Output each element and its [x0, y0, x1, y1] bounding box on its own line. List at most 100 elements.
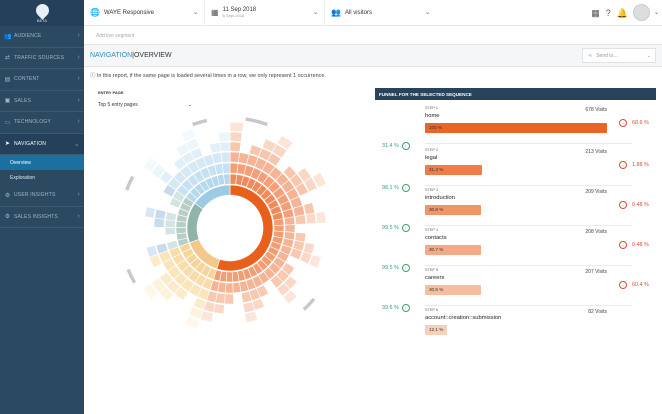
- conversion-rate[interactable]: 39.6 % ↓: [382, 304, 410, 312]
- step-bar[interactable]: 30.5 %: [425, 285, 481, 295]
- sunburst-segment[interactable]: [271, 143, 288, 159]
- sunburst-segment[interactable]: [224, 293, 235, 305]
- entry-page-select[interactable]: Top 5 entry pages ⌄: [98, 99, 192, 110]
- sunburst-segment[interactable]: [191, 118, 208, 127]
- sunburst-segment[interactable]: [303, 202, 316, 215]
- sunburst-segment[interactable]: [229, 131, 243, 143]
- sunburst-segment[interactable]: [184, 315, 201, 330]
- sidebar-item-technology[interactable]: ▭ TECHNOLOGY ›: [0, 112, 84, 134]
- sunburst-segment[interactable]: [185, 137, 200, 152]
- sunburst-segment[interactable]: [192, 297, 207, 311]
- sunburst-segment[interactable]: [294, 214, 307, 225]
- step-bar[interactable]: 100 %: [425, 123, 607, 133]
- sidebar-item-content[interactable]: ▤ CONTENT ›: [0, 69, 84, 91]
- sidebar-item-traffic-sources[interactable]: ⇄ TRAFFIC SOURCES ›: [0, 48, 84, 69]
- exit-rate[interactable]: → 1.88 %: [619, 161, 649, 169]
- sidebar-item-sales-insights[interactable]: ⚙ SALES INSIGHTS ›: [0, 207, 84, 228]
- send-to-dropdown[interactable]: ⋖ Send to... ⌄: [582, 48, 656, 63]
- sunburst-segment[interactable]: [276, 134, 294, 151]
- sunburst-segment[interactable]: [229, 141, 242, 152]
- exit-rate[interactable]: → 0.48 %: [619, 201, 649, 209]
- sunburst-segment[interactable]: [175, 227, 187, 235]
- sunburst-segment[interactable]: [221, 162, 231, 174]
- sunburst-segment[interactable]: [269, 274, 284, 289]
- sunburst-segment[interactable]: [276, 282, 291, 297]
- sunburst-segment[interactable]: [209, 142, 222, 154]
- sunburst-segment[interactable]: [189, 147, 204, 161]
- sunburst-segment[interactable]: [229, 151, 240, 163]
- sunburst-segment[interactable]: [303, 176, 318, 193]
- sunburst-segment[interactable]: [188, 306, 204, 320]
- sunburst-segment[interactable]: [159, 271, 174, 287]
- sidebar-item-sales[interactable]: ▣ SALES ›: [0, 91, 84, 112]
- help-icon[interactable]: ?: [605, 8, 611, 18]
- sunburst-segment[interactable]: [301, 296, 317, 312]
- sunburst-segment[interactable]: [312, 171, 327, 189]
- sunburst-segment[interactable]: [218, 131, 231, 142]
- sidebar-item-navigation[interactable]: ➤ NAVIGATION ⌄: [0, 133, 84, 155]
- sunburst-segment[interactable]: [219, 141, 231, 152]
- sunburst-segment[interactable]: [223, 173, 231, 185]
- sunburst-segment[interactable]: [305, 212, 317, 225]
- conversion-rate[interactable]: 98.1 % ↓: [382, 184, 410, 192]
- conversion-rate[interactable]: 31.4 % ↓: [382, 142, 410, 150]
- segment-selector[interactable]: 👥 All visitors ⌄: [324, 0, 436, 26]
- sunburst-segment[interactable]: [240, 290, 253, 304]
- sunburst-segment[interactable]: [283, 216, 296, 226]
- step-bar[interactable]: 31.4 %: [425, 165, 483, 175]
- sunburst-segment[interactable]: [282, 289, 298, 305]
- sunburst-segment[interactable]: [180, 128, 197, 143]
- site-selector[interactable]: 🌐 WAYE Responsive ⌄: [84, 0, 204, 26]
- step-bar[interactable]: 30.8 %: [425, 205, 482, 215]
- sunburst-segment[interactable]: [267, 152, 282, 167]
- chevron-down-icon[interactable]: ⌄: [653, 10, 659, 16]
- sunburst-segment[interactable]: [144, 206, 156, 219]
- sunburst-segment[interactable]: [164, 226, 176, 236]
- sunburst-segment[interactable]: [124, 175, 136, 192]
- sunburst-segment[interactable]: [145, 245, 159, 258]
- sunburst-segment[interactable]: [154, 208, 167, 220]
- conversion-rate[interactable]: 99.5 % ↓: [382, 264, 410, 272]
- sunburst-segment[interactable]: [150, 277, 167, 294]
- sidebar-item-audience[interactable]: 👥 AUDIENCE ›: [0, 26, 84, 48]
- sunburst-segment[interactable]: [299, 251, 313, 265]
- sunburst-segment[interactable]: [142, 156, 159, 173]
- sunburst-segment[interactable]: [165, 211, 178, 222]
- sidebar-sub-item-overview[interactable]: Overview: [0, 155, 84, 170]
- sunburst-segment[interactable]: [220, 151, 231, 163]
- sunburst-segment[interactable]: [273, 224, 285, 232]
- sidebar-item-user-insights[interactable]: ⚙ USER INSIGHTS ›: [0, 185, 84, 207]
- sunburst-segment[interactable]: [229, 121, 244, 133]
- sunburst-segment[interactable]: [244, 310, 258, 323]
- navigation-sunburst[interactable]: [122, 108, 338, 330]
- sunburst-segment[interactable]: [242, 301, 256, 314]
- apps-grid-icon[interactable]: ▦: [591, 8, 600, 18]
- sunburst-segment[interactable]: [155, 242, 169, 255]
- sunburst-segment[interactable]: [284, 224, 296, 233]
- step-bar[interactable]: 12.1 %: [425, 325, 448, 335]
- step-bar[interactable]: 30.7 %: [425, 245, 481, 255]
- sunburst-segment[interactable]: [315, 210, 327, 224]
- notifications-icon[interactable]: 🔔: [616, 8, 628, 18]
- sunburst-segment[interactable]: [289, 247, 303, 261]
- conversion-rate[interactable]: 99.5 % ↓: [382, 224, 410, 232]
- exit-rate[interactable]: → 68.6 %: [619, 119, 649, 127]
- sunburst-segment[interactable]: [225, 282, 234, 294]
- live-segment-input[interactable]: Add live segment: [84, 26, 662, 45]
- sunburst-segment[interactable]: [295, 182, 309, 197]
- sunburst-segment[interactable]: [308, 254, 322, 269]
- sunburst-segment[interactable]: [232, 281, 242, 294]
- sunburst-segment[interactable]: [244, 116, 269, 127]
- sidebar-sub-item-exploration[interactable]: Exploration: [10, 174, 36, 181]
- sunburst-segment[interactable]: [225, 271, 233, 283]
- sunburst-segment[interactable]: [194, 184, 231, 210]
- avatar[interactable]: [633, 4, 650, 21]
- sunburst-segment[interactable]: [150, 163, 166, 179]
- sunburst-segment[interactable]: [166, 240, 179, 251]
- exit-rate[interactable]: → 0.48 %: [619, 241, 649, 249]
- sunburst-segment[interactable]: [159, 170, 174, 185]
- sunburst-segment[interactable]: [125, 268, 137, 285]
- exit-rate[interactable]: → 60.4 %: [619, 281, 649, 289]
- logo[interactable]: BETA: [0, 0, 84, 26]
- sunburst-segment[interactable]: [142, 283, 159, 300]
